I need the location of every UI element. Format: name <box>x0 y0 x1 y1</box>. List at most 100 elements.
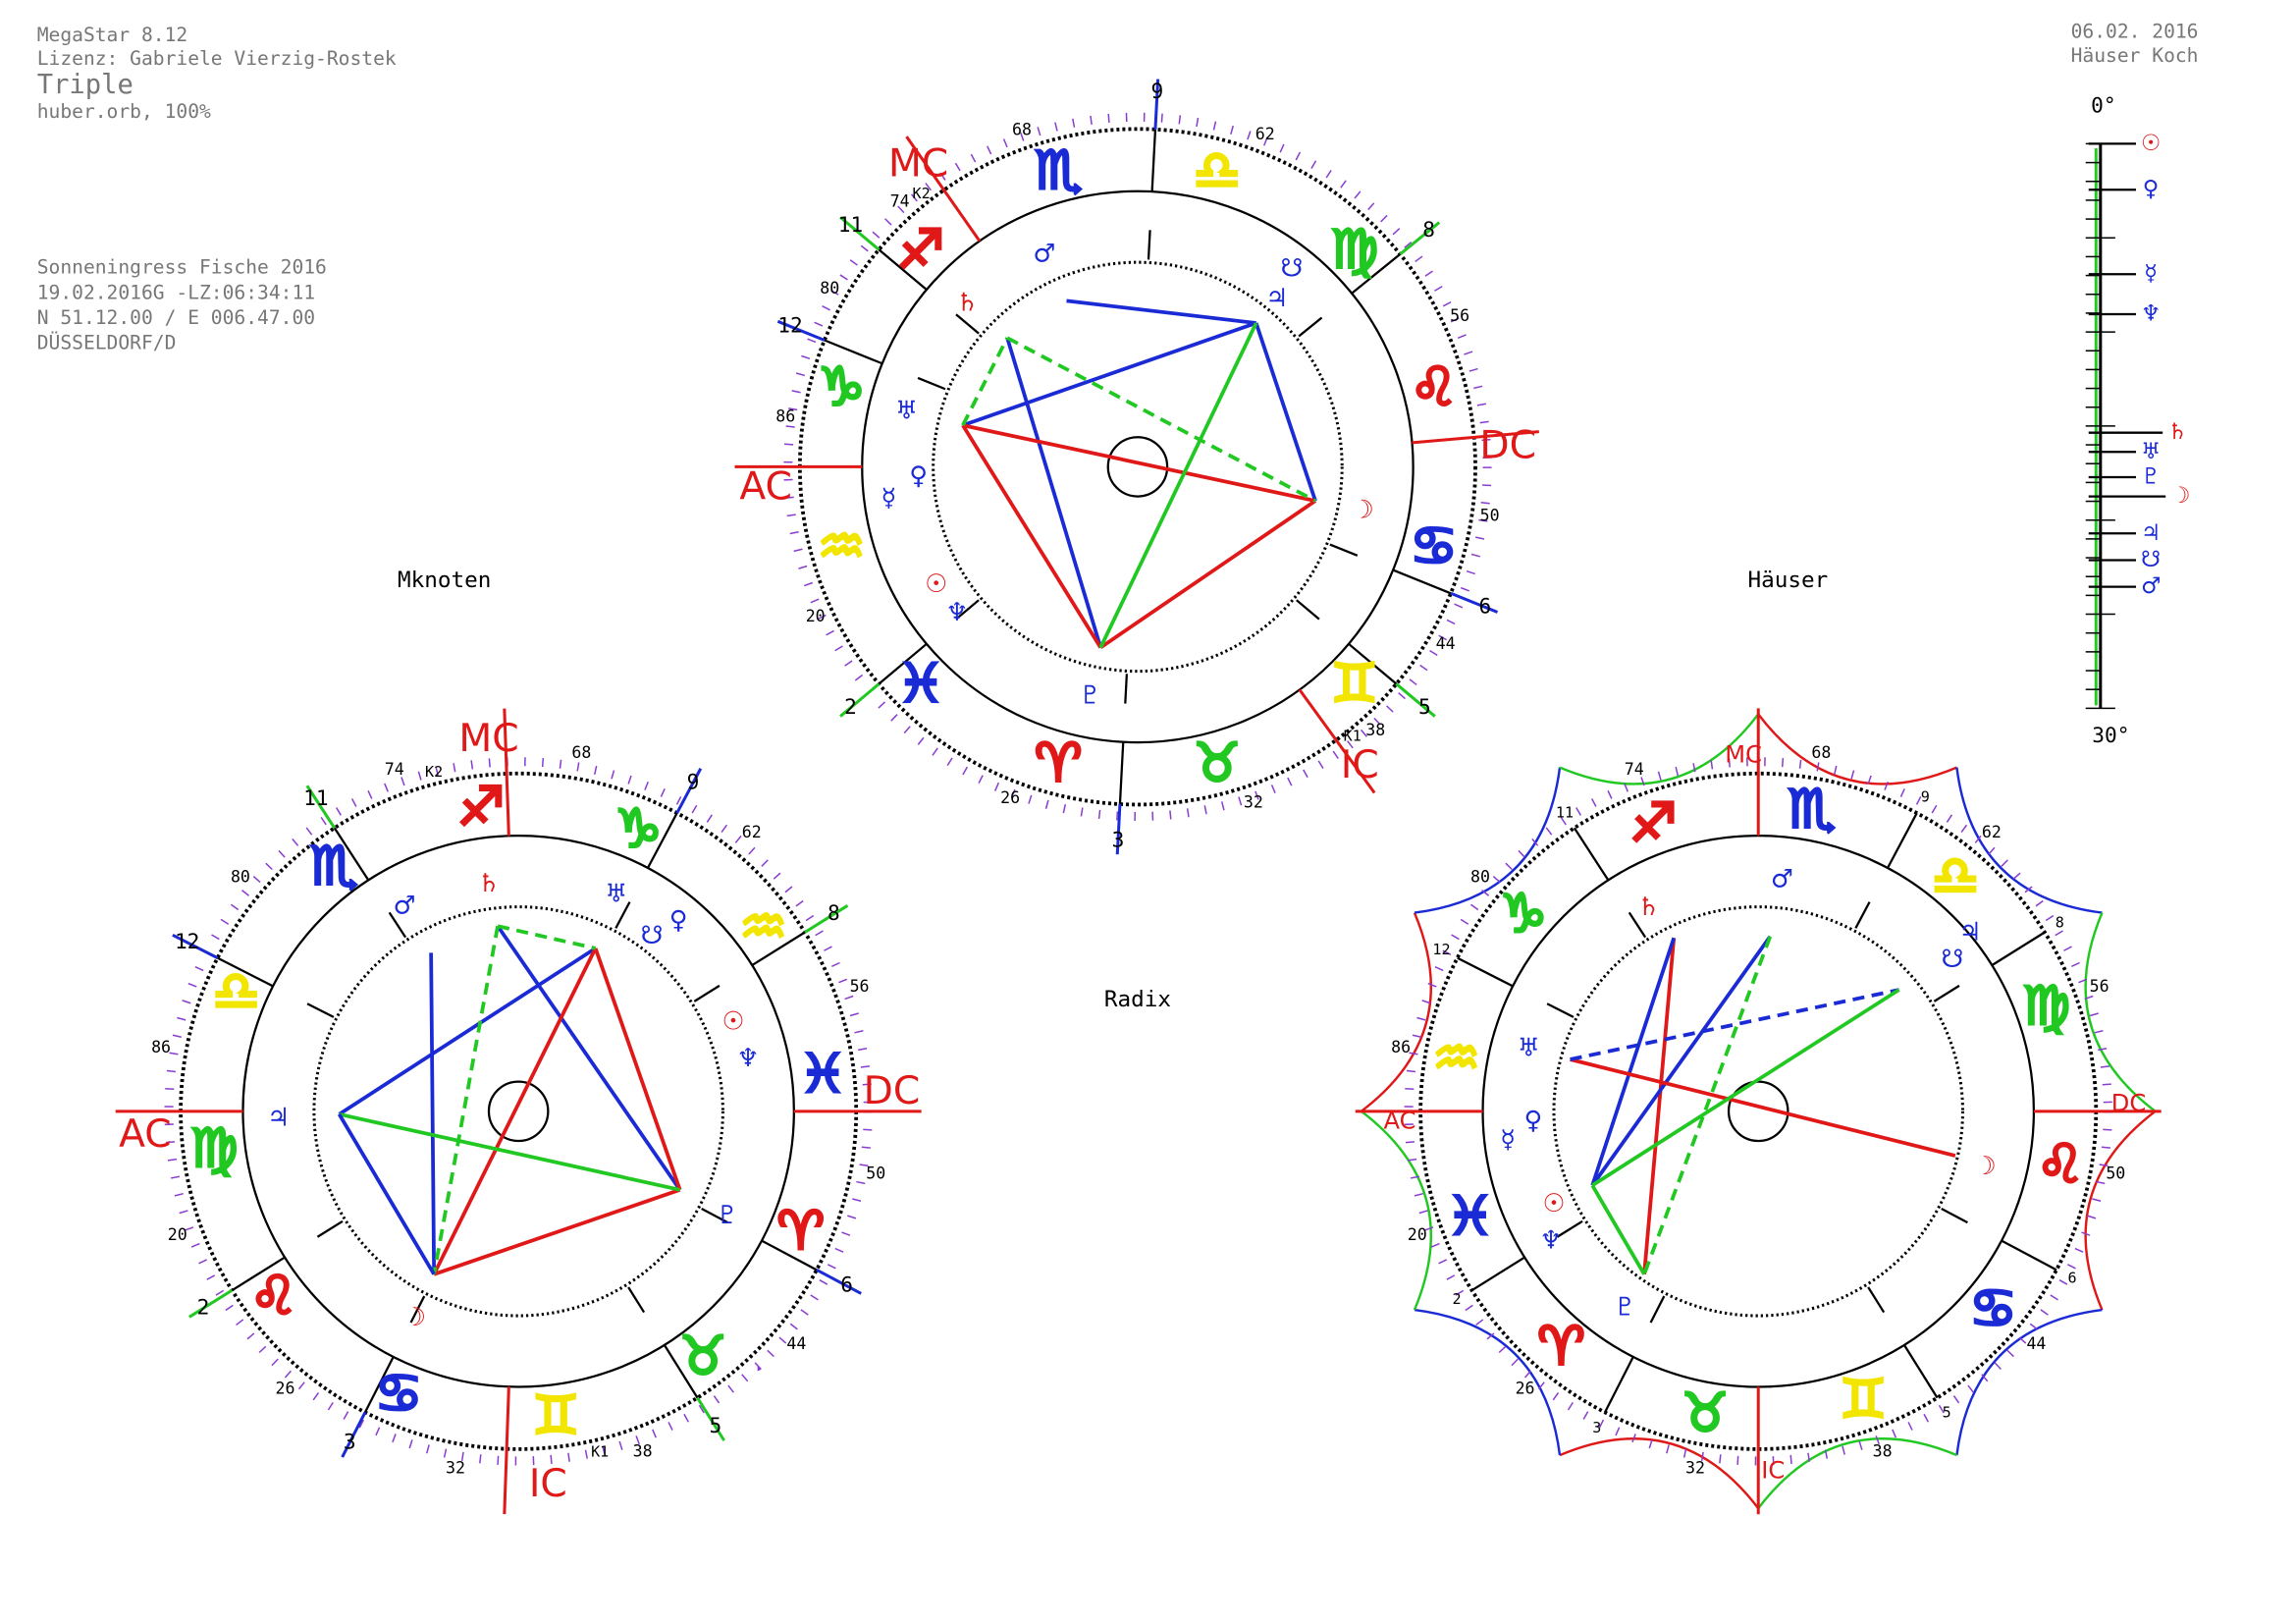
planet: ♇ <box>1614 1293 1636 1323</box>
place: DÜSSELDORF/D <box>37 332 177 354</box>
cusp-tick <box>816 1269 862 1295</box>
zodiac-sign: ♓ <box>897 652 945 714</box>
house-number: 6 <box>840 1272 853 1297</box>
title: Triple <box>37 70 133 100</box>
house-frame <box>1757 713 1957 785</box>
cusp-line <box>1556 1219 1583 1238</box>
aspect-line <box>432 925 500 1275</box>
planet: ♆ <box>945 598 968 627</box>
degree-label: 56 <box>1450 306 1469 325</box>
zodiac-sign: ♏ <box>1035 139 1083 201</box>
degree-label: 74 <box>385 760 404 779</box>
cusp-tick <box>188 1288 234 1319</box>
cusp-line <box>1351 252 1402 295</box>
scale-planet: ☋ <box>2141 547 2161 572</box>
cusp-line <box>701 1208 728 1224</box>
degree-label: 44 <box>1436 634 1456 653</box>
planet: ♂ <box>393 892 415 921</box>
cusp-line <box>663 1344 699 1399</box>
cusp-tick <box>1153 79 1160 130</box>
house-number: 8 <box>2056 913 2064 931</box>
cusp-tick <box>1115 803 1122 855</box>
cusp-line <box>824 339 883 365</box>
angle-label: DC <box>864 1069 921 1113</box>
house-number: 12 <box>777 312 802 337</box>
zodiac-sign: ♉ <box>1682 1382 1730 1444</box>
planet: ♄ <box>956 288 979 317</box>
center-circle <box>487 1080 550 1143</box>
cusp-tick <box>1399 221 1441 256</box>
zodiac-sign: ♊ <box>1840 1368 1888 1430</box>
degree-label: 80 <box>231 868 250 887</box>
cusp-line <box>878 248 928 291</box>
cusp-line <box>1649 1295 1666 1324</box>
cusp-line <box>217 956 274 988</box>
angle-axis <box>503 1386 510 1515</box>
aspect-line <box>1590 937 1676 1186</box>
cusp-tick <box>1395 682 1436 718</box>
zodiac-sign: ♏ <box>1788 778 1836 839</box>
cusp-tick <box>839 682 881 718</box>
degree-label: 68 <box>1012 120 1032 138</box>
event-datetime: 19.02.2016G -LZ:06:34:11 <box>37 281 315 303</box>
degree-label: 80 <box>1470 868 1490 887</box>
cusp-line <box>1124 674 1129 704</box>
cusp-line <box>693 984 721 1002</box>
scale-planet: ♂ <box>2141 573 2161 599</box>
aspect-line <box>1591 988 1900 1187</box>
aspect-line <box>1570 988 1899 1061</box>
aspect-line <box>1642 936 1773 1275</box>
scale-planet: ☽ <box>2170 483 2190 509</box>
zodiac-sign: ♐ <box>897 219 945 281</box>
house-number: 3 <box>1112 828 1125 852</box>
zodiac-sign: ♒ <box>818 514 866 576</box>
zodiac-sign: ♒ <box>1432 1027 1480 1089</box>
cusp-tick <box>776 319 826 342</box>
cusp-tick <box>696 1396 725 1441</box>
house-number: 11 <box>303 785 328 810</box>
degree-label: 26 <box>276 1380 295 1398</box>
cusp-line <box>1296 599 1320 621</box>
aspect-line <box>1098 322 1258 649</box>
zodiac-sign: ♐ <box>1629 791 1678 853</box>
zodiac-sign: ♋ <box>1410 514 1458 576</box>
wheel-label: Mknoten <box>398 568 491 593</box>
cusp-line <box>1902 1344 1939 1399</box>
cusp-line <box>1298 316 1323 338</box>
house-frame <box>1414 767 1562 914</box>
planet: ♇ <box>716 1201 738 1230</box>
degree-label: 50 <box>2106 1164 2125 1183</box>
scale-planet: ♃ <box>2141 520 2161 546</box>
aspect-line <box>429 952 437 1274</box>
cusp-line <box>1118 741 1125 805</box>
zodiac-sign: ♍ <box>1330 219 1378 281</box>
cusp-line <box>1348 642 1398 685</box>
house-number: 11 <box>838 212 863 237</box>
scale-planet: ♅ <box>2141 439 2161 464</box>
wheel-label: Häuser <box>1748 568 1829 593</box>
cusp-tick <box>675 768 703 814</box>
planet: ☿ <box>881 484 897 514</box>
cusp-marker: K2 <box>913 185 931 202</box>
house-frame <box>2084 1110 2157 1311</box>
degree-label: 62 <box>1982 823 2002 841</box>
house-number: 9 <box>1921 788 1930 806</box>
angle-label: IC <box>1761 1457 1785 1485</box>
degree-label: 44 <box>2026 1334 2046 1353</box>
aspect-line <box>1066 298 1256 325</box>
degree-label: 50 <box>1480 506 1500 524</box>
cusp-line <box>1886 812 1918 869</box>
house-number: 5 <box>1418 694 1431 719</box>
house-frame <box>2084 912 2157 1112</box>
aspect-line <box>961 424 1102 649</box>
house-frame <box>1361 1110 1432 1311</box>
degree-label: 20 <box>806 607 826 625</box>
cusp-line <box>627 1286 646 1314</box>
aspect-line <box>1099 499 1317 650</box>
scale-planet: ♇ <box>2141 463 2161 489</box>
house-frame <box>1361 912 1432 1112</box>
zodiac-sign: ♉ <box>1193 731 1241 793</box>
cusp-line <box>1329 543 1359 557</box>
